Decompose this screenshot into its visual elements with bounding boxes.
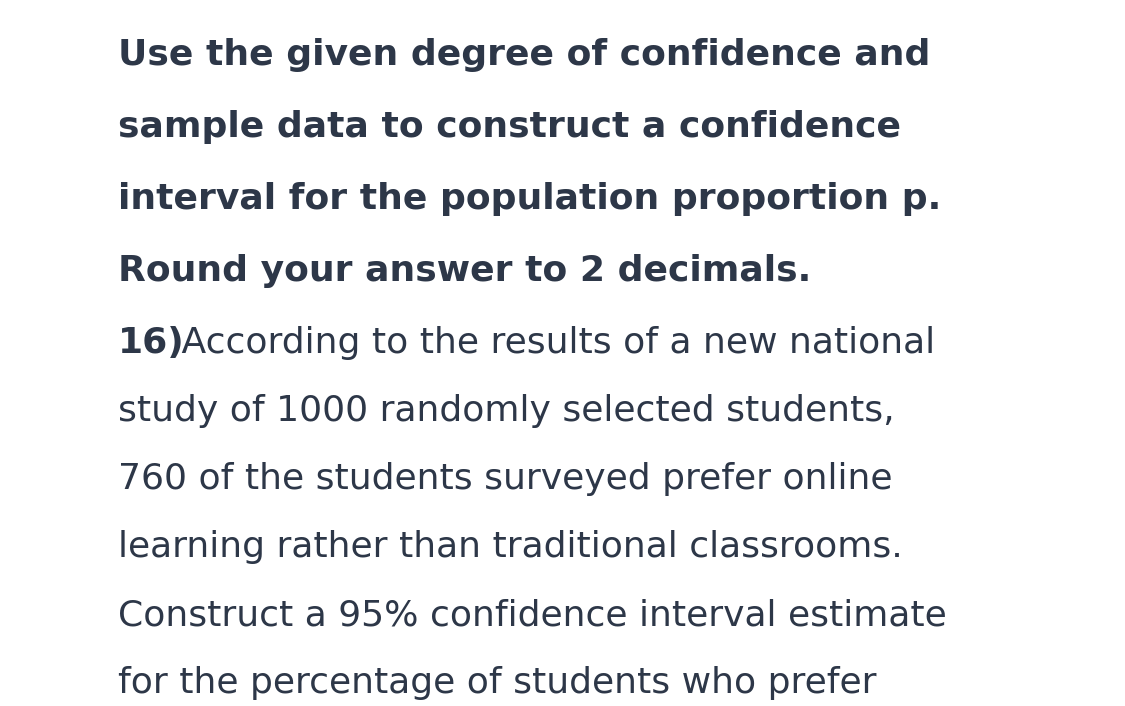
Text: interval for the population proportion p.: interval for the population proportion p… [118, 182, 942, 216]
Text: Round your answer to 2 decimals.: Round your answer to 2 decimals. [118, 254, 811, 288]
Text: for the percentage of students who prefer: for the percentage of students who prefe… [118, 666, 876, 700]
Text: study of 1000 randomly selected students,: study of 1000 randomly selected students… [118, 394, 894, 428]
Text: learning rather than traditional classrooms.: learning rather than traditional classro… [118, 530, 902, 564]
Text: 760 of the students surveyed prefer online: 760 of the students surveyed prefer onli… [118, 462, 892, 496]
Text: Construct a 95% confidence interval estimate: Construct a 95% confidence interval esti… [118, 598, 947, 632]
Text: 16): 16) [118, 326, 184, 360]
Text: Use the given degree of confidence and: Use the given degree of confidence and [118, 38, 930, 72]
Text: sample data to construct a confidence: sample data to construct a confidence [118, 110, 901, 144]
Text: According to the results of a new national: According to the results of a new nation… [170, 326, 935, 360]
